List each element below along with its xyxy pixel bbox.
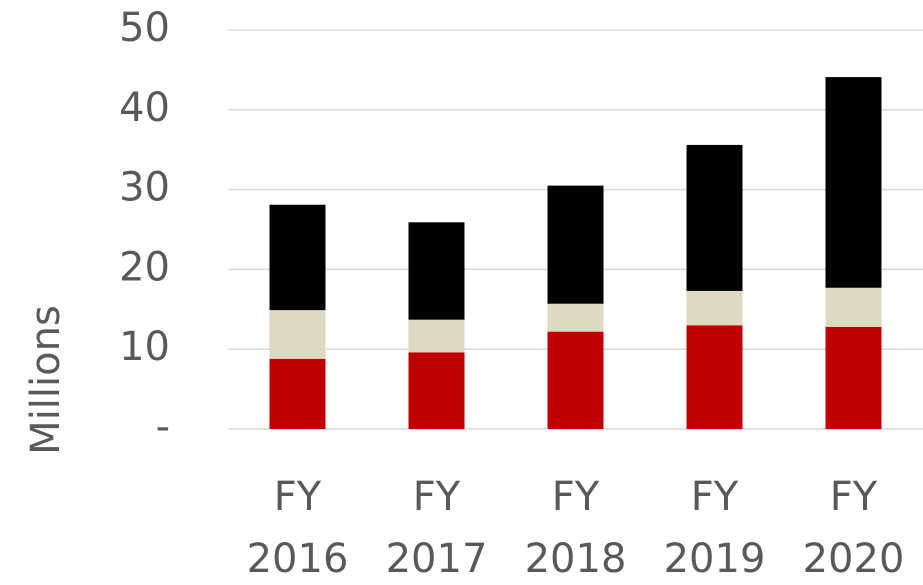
bar-segment [269, 358, 326, 429]
y-tick-label: 10 [119, 324, 170, 370]
bar-segment [686, 144, 743, 291]
bar-segment [547, 303, 604, 332]
bar-segment [686, 290, 743, 326]
bar-segment [269, 310, 326, 359]
x-tick-label: FY 2020 [802, 474, 905, 582]
bar-segment [408, 222, 465, 320]
y-tick-label: 40 [119, 85, 170, 131]
x-tick-label: FY 2016 [246, 474, 349, 582]
y-tick-label: 30 [119, 165, 170, 211]
bar-segment [825, 287, 882, 327]
y-axis-label: Millions [23, 305, 69, 455]
y-tick-label: - [156, 404, 170, 450]
x-tick-label: FY 2019 [663, 474, 766, 582]
bar-segment [547, 185, 604, 304]
y-tick-label: 50 [119, 5, 170, 51]
bar-segment [547, 331, 604, 429]
bar-segment [269, 204, 326, 311]
bar-segment [825, 77, 882, 288]
bar-segment [686, 325, 743, 429]
bar-segment [825, 326, 882, 429]
x-tick-label: FY 2017 [385, 474, 488, 582]
x-tick-label: FY 2018 [524, 474, 627, 582]
bar-segment [408, 352, 465, 429]
bar-segment [408, 319, 465, 353]
y-tick-label: 20 [119, 244, 170, 290]
